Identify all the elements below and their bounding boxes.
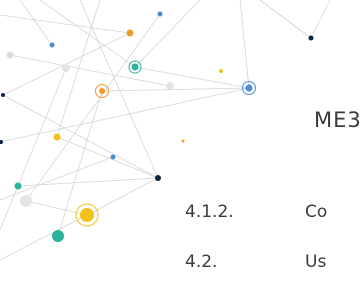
item-text: Us xyxy=(305,252,326,272)
page: ME3 4.1.2. Co 4.2. Us (() => { const dat… xyxy=(0,0,364,281)
item-number: 4.2. xyxy=(185,252,217,272)
item-number: 4.1.2. xyxy=(185,202,234,222)
item-text: Co xyxy=(305,202,327,222)
heading: ME3 xyxy=(314,108,362,132)
network-decoration xyxy=(0,0,364,281)
